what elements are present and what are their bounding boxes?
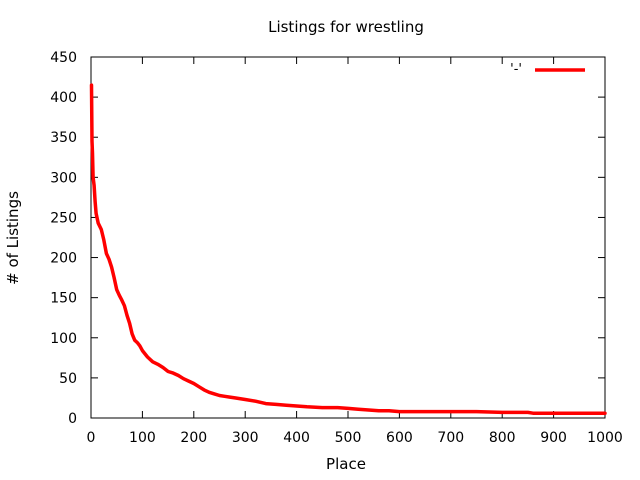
plot-frame <box>90 56 606 419</box>
x-axis-label: Place <box>326 455 366 473</box>
y-tick-label: 200 <box>50 251 77 267</box>
y-tick-label: 450 <box>50 50 77 66</box>
legend-label: '-' <box>510 62 522 77</box>
x-tick-label: 600 <box>386 430 413 446</box>
x-tick-labels: 0 100 200 300 400 500 600 700 800 900 1000 <box>87 430 623 446</box>
y-tick-label: 400 <box>50 90 77 106</box>
x-tick-label: 1000 <box>587 430 623 446</box>
y-tick-label: 150 <box>50 291 77 307</box>
x-tick-label: 200 <box>180 430 207 446</box>
y-tick-label: 0 <box>68 411 77 427</box>
y-tick-label: 250 <box>50 210 77 226</box>
x-tick-label: 800 <box>489 430 516 446</box>
x-tick-label: 100 <box>129 430 156 446</box>
chart-title: Listings for wrestling <box>268 18 424 36</box>
y-tick-label: 50 <box>59 371 77 387</box>
y-tick-label: 350 <box>50 130 77 146</box>
x-tick-label: 0 <box>87 430 96 446</box>
x-tick-label: 400 <box>283 430 310 446</box>
x-tick-label: 700 <box>437 430 464 446</box>
tick-marks <box>90 56 606 419</box>
y-tick-label: 100 <box>50 331 77 347</box>
x-tick-label: 300 <box>232 430 259 446</box>
y-tick-label: 300 <box>50 170 77 186</box>
y-tick-labels: 0 50 100 150 200 250 300 350 400 450 <box>50 50 77 427</box>
series-line <box>89 83 607 415</box>
legend: '-' <box>510 62 585 77</box>
x-tick-label: 500 <box>335 430 362 446</box>
x-tick-label: 900 <box>540 430 567 446</box>
y-axis-label: # of Listings <box>4 191 22 285</box>
